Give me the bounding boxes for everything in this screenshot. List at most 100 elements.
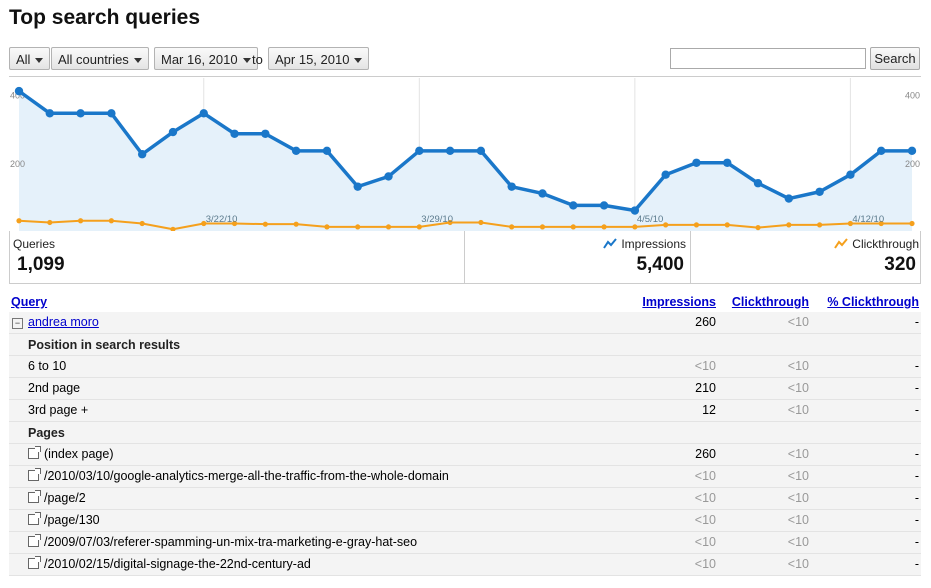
data-point-impressions: [569, 201, 578, 210]
pages-heading: Pages: [28, 426, 65, 440]
query-link[interactable]: andrea moro: [28, 315, 99, 329]
external-link-icon[interactable]: [28, 490, 41, 503]
data-point-impressions: [538, 189, 547, 198]
position-rows: 6 to 10 <10 <10 - 2nd page 210 <10 - 3rd page + 1…: [9, 356, 921, 422]
data-point-impressions: [291, 146, 301, 156]
data-point-impressions: [476, 146, 486, 156]
external-link-icon[interactable]: [28, 556, 41, 569]
pct-cell: -: [914, 359, 919, 373]
search-type-value: All: [16, 52, 31, 67]
chevron-down-icon: [133, 58, 142, 64]
search-button[interactable]: Search: [870, 47, 920, 70]
y-tick-label-left: 400: [10, 91, 25, 101]
page-label: /2010/03/10/google-analytics-merge-all-t…: [44, 469, 449, 483]
impressions-area: [19, 91, 912, 231]
position-row: 2nd page 210 <10 -: [9, 378, 921, 400]
section-heading-row: Position in search results: [9, 334, 921, 356]
external-link-icon[interactable]: [28, 534, 41, 547]
page-cell[interactable]: (index page): [28, 444, 114, 465]
position-label: 3rd page +: [28, 400, 88, 421]
page-title: Top search queries: [9, 6, 201, 29]
page-rows: (index page) 260 <10 - /2010/03/10/google-an…: [9, 444, 921, 576]
data-point-clickthrough: [786, 222, 792, 228]
data-point-impressions: [753, 179, 763, 188]
data-point-impressions: [322, 146, 332, 156]
clickthrough-cell: <10: [787, 557, 809, 571]
clickthrough-value: 320: [884, 254, 916, 275]
data-point-clickthrough: [77, 218, 84, 224]
impressions-cell: <10: [694, 513, 716, 527]
data-point-impressions: [168, 127, 178, 137]
data-point-clickthrough: [817, 222, 823, 228]
page-cell[interactable]: /page/130: [28, 510, 100, 531]
pct-cell: -: [914, 535, 919, 549]
pct-cell: -: [914, 403, 919, 417]
data-point-clickthrough: [139, 220, 145, 227]
clickthrough-trend-icon: [834, 238, 849, 249]
pct-cell: -: [914, 491, 919, 505]
impressions-cell: <10: [694, 535, 716, 549]
chevron-down-icon: [35, 58, 44, 64]
data-point-clickthrough: [416, 224, 422, 230]
query-cell: − andrea moro: [12, 312, 99, 333]
search-input[interactable]: [670, 48, 866, 69]
data-point-impressions: [107, 109, 116, 118]
page-label: /page/2: [44, 491, 86, 505]
queries-value: 1,099: [17, 254, 65, 275]
chevron-down-icon: [242, 58, 251, 64]
external-link-icon[interactable]: [28, 468, 41, 481]
clickthrough-column-header[interactable]: Clickthrough: [731, 295, 809, 309]
y-tick-label-right: 400: [905, 91, 920, 101]
impressions-column-header[interactable]: Impressions: [642, 295, 716, 309]
data-point-impressions: [14, 86, 24, 96]
date-to-dropdown[interactable]: Apr 15, 2010: [268, 47, 370, 70]
collapse-icon[interactable]: −: [12, 318, 23, 329]
position-text: 2nd page: [28, 381, 81, 395]
data-point-clickthrough: [478, 219, 484, 226]
page-label: /2009/07/03/referer-spamming-un-mix-tra-…: [44, 535, 418, 549]
data-point-impressions: [445, 146, 455, 156]
pct-cell: -: [914, 557, 919, 571]
x-tick-label: 4/12/10: [852, 214, 884, 225]
queries-table: Query Impressions Clickthrough % Clickth…: [9, 292, 921, 576]
pct-cell: -: [914, 447, 919, 461]
date-to-value: Apr 15, 2010: [275, 52, 350, 67]
page-row: /2010/03/10/google-analytics-merge-all-t…: [9, 466, 921, 488]
date-from-dropdown[interactable]: Mar 16, 2010: [154, 47, 258, 70]
data-point-clickthrough: [262, 221, 268, 227]
data-point-clickthrough: [170, 226, 176, 231]
page-cell[interactable]: /2010/02/15/digital-signage-the-22nd-cen…: [28, 554, 311, 575]
data-point-clickthrough: [447, 219, 453, 226]
date-from-value: Mar 16, 2010: [161, 52, 238, 67]
data-point-impressions: [353, 182, 362, 191]
data-point-impressions: [784, 194, 794, 203]
external-link-icon[interactable]: [28, 512, 41, 525]
data-point-impressions: [692, 158, 701, 167]
x-tick-label: 3/22/10: [206, 214, 238, 225]
clickthrough-cell: <10: [787, 513, 809, 527]
page-cell[interactable]: /2010/03/10/google-analytics-merge-all-t…: [28, 466, 449, 487]
data-point-impressions: [907, 146, 917, 156]
data-point-impressions: [137, 150, 147, 159]
page-cell[interactable]: /2009/07/03/referer-spamming-un-mix-tra-…: [28, 532, 417, 553]
data-point-impressions: [45, 109, 54, 118]
pct-clickthrough-column-header[interactable]: % Clickthrough: [827, 295, 919, 309]
summary-panel: Queries 1,099 Impressions 5,400 Clickthr…: [9, 231, 921, 284]
trend-chart: 400 400 200 200 3/22/10 3/29/10 4/5/10 4/12/10: [9, 78, 921, 231]
query-column-header[interactable]: Query: [11, 295, 48, 309]
date-range-separator: to: [252, 52, 263, 67]
data-point-clickthrough: [16, 218, 22, 224]
pct-cell: -: [914, 513, 919, 527]
impressions-stat: Impressions 5,400: [465, 231, 691, 283]
country-value: All countries: [58, 52, 129, 67]
data-point-clickthrough: [724, 222, 730, 228]
impressions-value: 5,400: [636, 254, 684, 275]
external-link-icon[interactable]: [28, 446, 41, 459]
impressions-trend-icon: [603, 238, 618, 249]
country-dropdown[interactable]: All countries: [51, 47, 149, 70]
data-point-clickthrough: [509, 224, 515, 230]
clickthrough-cell: <10: [787, 315, 809, 329]
search-type-dropdown[interactable]: All: [9, 47, 51, 70]
page-cell[interactable]: /page/2: [28, 488, 86, 509]
data-point-clickthrough: [663, 222, 669, 228]
